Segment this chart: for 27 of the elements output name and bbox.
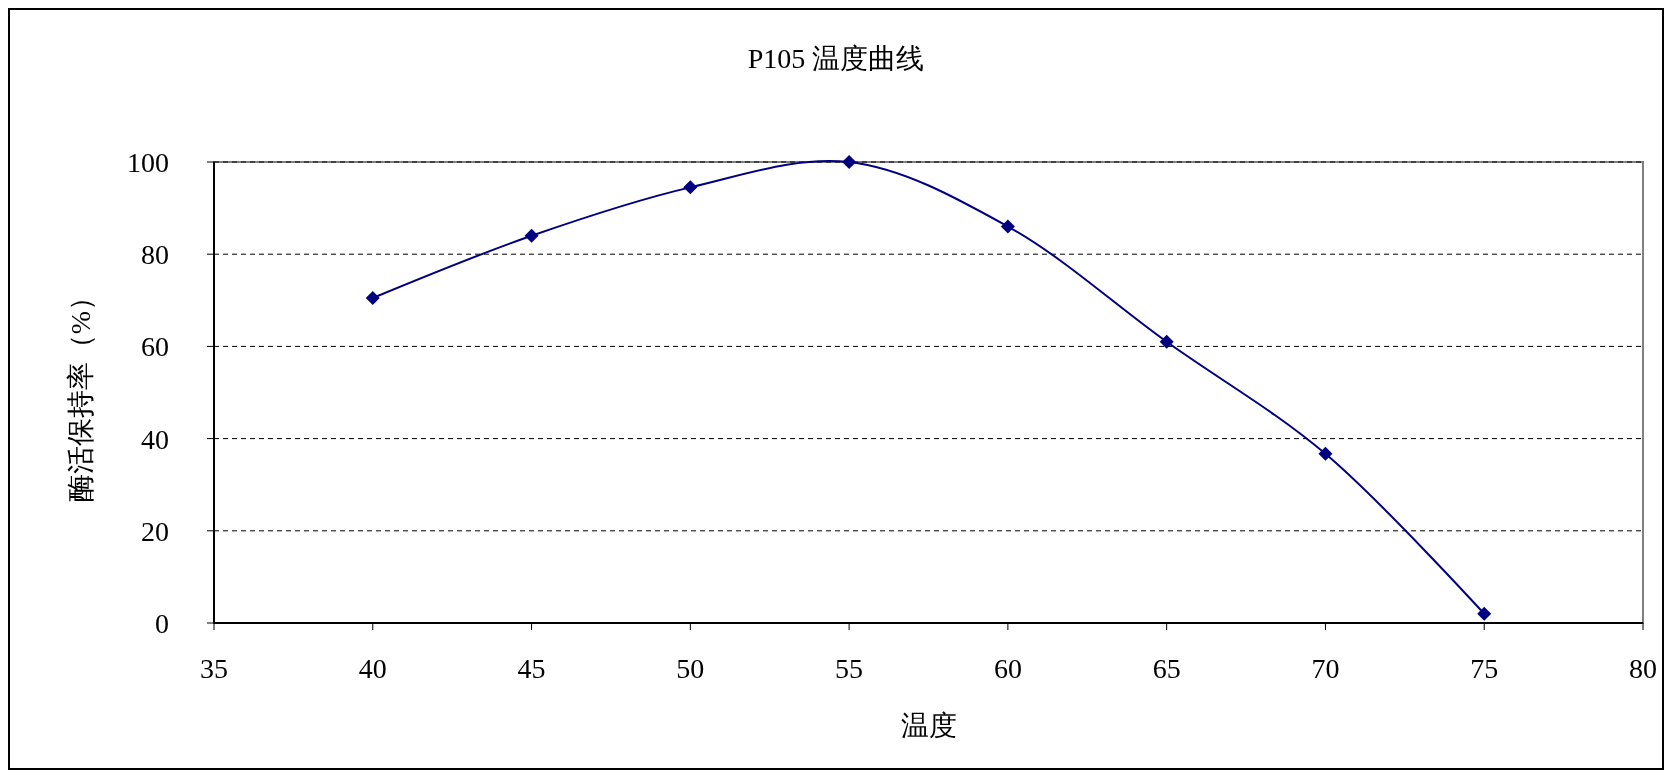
point — [1159, 334, 1174, 349]
x-tick-label: 55 — [835, 653, 864, 684]
y-tick-label: 40 — [141, 423, 169, 455]
x-axis-title: 温度 — [900, 710, 957, 741]
x-tick-label: 35 — [200, 653, 228, 684]
chart-title: P105 温度曲线 — [747, 43, 925, 74]
point — [365, 290, 380, 305]
point — [524, 228, 539, 243]
point — [842, 155, 857, 169]
x-tick-label: 40 — [358, 653, 387, 684]
y-tick-label: 0 — [155, 608, 169, 639]
x-tick-label: 60 — [993, 653, 1022, 684]
y-tick-label: 80 — [141, 239, 169, 271]
y-tick-label: 60 — [141, 331, 169, 363]
x-tick-label: 50 — [676, 653, 705, 684]
y-tick-label: 20 — [141, 515, 169, 547]
y-tick-label: 100 — [127, 147, 169, 178]
y-axis-title: 酶活保持率（%） — [65, 282, 96, 503]
x-tick-label: 70 — [1311, 653, 1340, 684]
point — [1000, 219, 1015, 234]
point — [683, 180, 698, 195]
x-tick-label: 80 — [1629, 653, 1657, 684]
x-tick-label: 65 — [1152, 653, 1181, 684]
x-tick-label: 45 — [517, 653, 546, 684]
x-tick-label: 75 — [1470, 653, 1499, 684]
point — [1477, 606, 1492, 621]
point — [1318, 446, 1333, 461]
